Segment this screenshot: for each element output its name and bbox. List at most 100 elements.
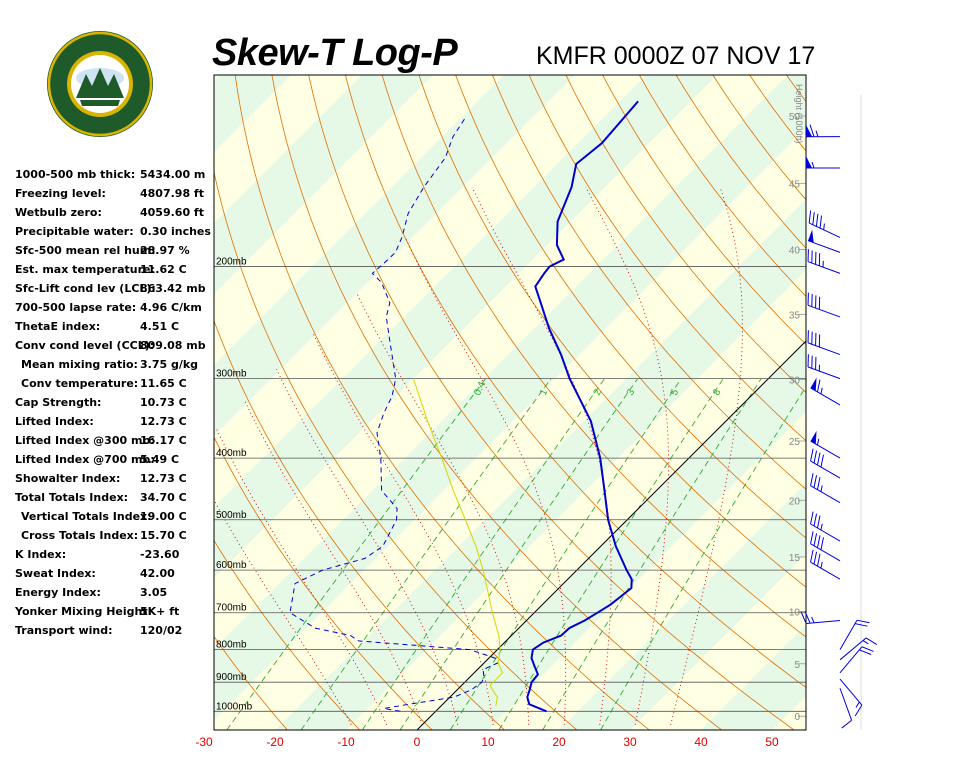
stat-label: Total Totals Index: [15, 491, 129, 504]
stat-row: Precipitable water: 0.30 inches [15, 225, 215, 244]
moist-adiabat [404, 237, 567, 725]
stat-label: Freezing level: [15, 187, 106, 200]
wind-barb [810, 511, 841, 542]
temperature-tick-label: 40 [694, 735, 708, 749]
stat-row: Energy Index: 3.05 [15, 586, 215, 605]
wind-barb [800, 611, 841, 624]
stat-row: Lifted Index @300 mb: 16.17 C [15, 434, 215, 453]
dry-adiabat [345, 75, 806, 688]
mixing-ratio-label: 3 [625, 387, 638, 397]
mixing-ratio-label: 8 [711, 387, 724, 397]
dry-adiabat [381, 75, 806, 638]
pressure-label: 900mb [216, 672, 247, 683]
pressure-label: 200mb [216, 257, 247, 268]
stat-value: 863.42 mb [140, 282, 206, 295]
stat-label: Yonker Mixing Height: [15, 605, 152, 618]
stat-label: Wetbulb zero: [15, 206, 102, 219]
stat-value: 11.65 C [140, 377, 187, 390]
temperature-tick-label: 30 [623, 735, 637, 749]
wind-barb [807, 354, 841, 380]
dry-adiabat [214, 170, 578, 730]
stat-row: Sfc-500 mean rel hum: 28.97 % [15, 244, 215, 263]
stat-row: Vertical Totals Index: 19.00 C [15, 510, 215, 529]
dry-adiabat [565, 75, 806, 394]
zero-degree-isotherm [416, 340, 806, 730]
stat-row: Freezing level: 4807.98 ft [15, 187, 215, 206]
pressure-label: 600mb [216, 560, 247, 571]
stat-label: Vertical Totals Index: [21, 510, 152, 523]
height-tick-label: 50 [789, 112, 801, 123]
stat-row: Sfc-Lift cond lev (LCL): 863.42 mb [15, 282, 215, 301]
wind-barb [839, 619, 870, 650]
stat-row: ThetaE index: 4.51 C [15, 320, 215, 339]
stat-value: 10.73 C [140, 396, 187, 409]
stat-label: Lifted Index @300 mb: [15, 434, 155, 447]
dry-adiabat [786, 75, 806, 103]
height-tick-label: 10 [789, 608, 801, 619]
parcel-profile-line [412, 378, 504, 706]
dry-adiabat [602, 75, 806, 345]
pressure-label: 300mb [216, 369, 247, 380]
dry-adiabat [712, 75, 806, 201]
wind-barb [839, 637, 878, 661]
stat-value: 12.73 C [140, 472, 187, 485]
stat-value: 15.70 C [140, 529, 187, 542]
wind-barb [805, 155, 841, 169]
dry-adiabat [639, 75, 806, 297]
wind-barb [839, 678, 863, 717]
stat-row: Cross Totals Index: 15.70 C [15, 529, 215, 548]
dry-adiabat [308, 75, 795, 730]
wind-barb [810, 430, 841, 459]
pressure-label: 800mb [216, 640, 247, 651]
temperature-tick-label: 20 [552, 735, 566, 749]
stat-label: Cap Strength: [15, 396, 102, 409]
dewpoint-profile-line [289, 115, 499, 712]
pressure-label: 700mb [216, 603, 247, 614]
stat-row: Yonker Mixing Height: 5K+ ft [15, 605, 215, 624]
stat-label: 1000-500 mb thick: [15, 168, 136, 181]
stat-value: 34.70 C [140, 491, 187, 504]
height-tick-label: 30 [789, 376, 801, 387]
isotherm-band [214, 75, 575, 436]
plot-area [214, 75, 960, 730]
stat-value: 16.17 C [140, 434, 187, 447]
stat-label: Transport wind: [15, 624, 113, 637]
stat-label: Showalter Index: [15, 472, 121, 485]
dry-adiabat [823, 75, 960, 730]
stat-row: Total Totals Index: 34.70 C [15, 491, 215, 510]
isotherm-band [559, 483, 806, 730]
dry-adiabat [214, 539, 360, 730]
stat-label: Sfc-Lift cond lev (LCL): [15, 282, 156, 295]
height-tick-label: 20 [789, 496, 801, 507]
stat-row: 1000-500 mb thick: 5434.00 m [15, 168, 215, 187]
mixing-ratio-line [600, 385, 806, 730]
stat-value: 5K+ ft [140, 605, 180, 618]
isotherm-band [214, 75, 291, 152]
height-tick-label: 35 [789, 311, 801, 322]
stat-label: 700-500 lapse rate: [15, 301, 137, 314]
stat-value: 4.96 C/km [140, 301, 202, 314]
stat-value: 42.00 [140, 567, 175, 580]
stat-label: Conv temperature: [21, 377, 139, 390]
stat-value: -23.60 [140, 548, 180, 561]
pressure-label: 400mb [216, 448, 247, 459]
wind-barb [839, 646, 874, 674]
temperature-tick-label: 0 [414, 735, 421, 749]
stat-row: Mean mixing ratio: 3.75 g/kg [15, 358, 215, 377]
pressure-label: 500mb [216, 510, 247, 521]
wind-barb [810, 377, 841, 406]
temperature-tick-label: -30 [195, 735, 213, 749]
temperature-tick-label: -10 [337, 735, 355, 749]
pressure-label: 1000mb [216, 701, 253, 712]
dry-adiabat [214, 436, 433, 730]
height-tick-label: 45 [789, 179, 801, 190]
isotherm-band [275, 199, 806, 730]
temperature-tick-label: 10 [481, 735, 495, 749]
wind-barb [839, 688, 853, 729]
mixing-ratio-label: 5 [669, 387, 682, 397]
stat-row: Showalter Index: 12.73 C [15, 472, 215, 491]
sounding-indices-panel: 1000-500 mb thick: 5434.00 m Freezing leve… [15, 168, 215, 643]
stat-label: Lifted Index: [15, 415, 94, 428]
mixing-ratio-line [542, 378, 762, 730]
